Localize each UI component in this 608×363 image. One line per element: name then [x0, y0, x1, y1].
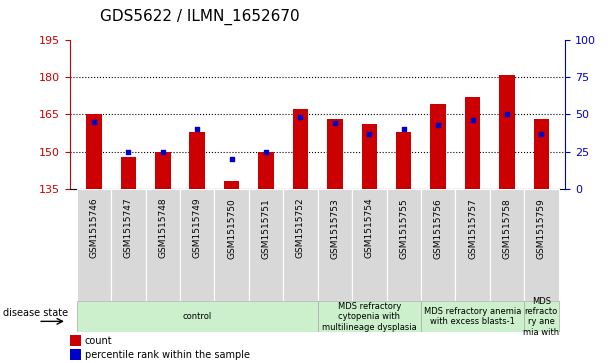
FancyBboxPatch shape: [318, 301, 421, 332]
Point: [89, 119, 99, 125]
Text: GSM1515750: GSM1515750: [227, 198, 236, 258]
Text: GSM1515755: GSM1515755: [399, 198, 408, 258]
Text: GSM1515748: GSM1515748: [158, 198, 167, 258]
Bar: [86, 114, 102, 189]
FancyBboxPatch shape: [421, 301, 524, 332]
Bar: [70, 349, 80, 360]
Text: percentile rank within the sample: percentile rank within the sample: [85, 350, 250, 360]
Bar: [327, 119, 343, 189]
Text: GSM1515752: GSM1515752: [296, 198, 305, 258]
Point: [295, 114, 305, 120]
Point: [434, 122, 443, 128]
FancyBboxPatch shape: [283, 189, 318, 301]
Bar: [224, 182, 240, 189]
Text: count: count: [85, 336, 112, 346]
Text: MDS refractory anemia
with excess blasts-1: MDS refractory anemia with excess blasts…: [424, 307, 521, 326]
Bar: [396, 132, 412, 189]
Text: GDS5622 / ILMN_1652670: GDS5622 / ILMN_1652670: [100, 9, 300, 25]
Text: GSM1515759: GSM1515759: [537, 198, 546, 258]
FancyBboxPatch shape: [111, 189, 146, 301]
Text: GSM1515747: GSM1515747: [124, 198, 133, 258]
Text: GSM1515749: GSM1515749: [193, 198, 202, 258]
Text: GSM1515756: GSM1515756: [434, 198, 443, 258]
Bar: [70, 335, 80, 346]
Point: [158, 149, 168, 155]
Point: [123, 149, 133, 155]
FancyBboxPatch shape: [524, 189, 559, 301]
Text: GSM1515754: GSM1515754: [365, 198, 374, 258]
Text: MDS refractory
cytopenia with
multilineage dysplasia: MDS refractory cytopenia with multilinea…: [322, 302, 416, 332]
Bar: [430, 105, 446, 189]
Point: [399, 126, 409, 132]
Text: GSM1515758: GSM1515758: [502, 198, 511, 258]
Text: GSM1515753: GSM1515753: [330, 198, 339, 258]
FancyBboxPatch shape: [77, 301, 318, 332]
FancyBboxPatch shape: [489, 189, 524, 301]
Bar: [534, 119, 549, 189]
Point: [261, 149, 271, 155]
Text: MDS
refracto
ry ane
mia with: MDS refracto ry ane mia with: [523, 297, 559, 337]
Point: [502, 111, 512, 117]
FancyBboxPatch shape: [77, 189, 111, 301]
FancyBboxPatch shape: [387, 189, 421, 301]
FancyBboxPatch shape: [146, 189, 180, 301]
Text: GSM1515746: GSM1515746: [89, 198, 98, 258]
Bar: [362, 124, 377, 189]
Text: control: control: [182, 312, 212, 321]
Point: [227, 156, 237, 162]
FancyBboxPatch shape: [421, 189, 455, 301]
FancyBboxPatch shape: [318, 189, 352, 301]
Point: [468, 117, 477, 123]
FancyBboxPatch shape: [215, 189, 249, 301]
FancyBboxPatch shape: [455, 189, 489, 301]
Text: GSM1515751: GSM1515751: [261, 198, 271, 258]
Text: GSM1515757: GSM1515757: [468, 198, 477, 258]
Point: [364, 131, 374, 136]
Bar: [120, 156, 136, 189]
FancyBboxPatch shape: [180, 189, 215, 301]
Point: [192, 126, 202, 132]
Bar: [499, 75, 515, 189]
Point: [536, 131, 546, 136]
Bar: [258, 152, 274, 189]
FancyBboxPatch shape: [249, 189, 283, 301]
FancyBboxPatch shape: [524, 301, 559, 332]
Bar: [190, 132, 205, 189]
Text: disease state: disease state: [3, 308, 68, 318]
FancyBboxPatch shape: [352, 189, 387, 301]
Bar: [292, 109, 308, 189]
Point: [330, 121, 340, 126]
Bar: [155, 152, 171, 189]
Bar: [465, 97, 480, 189]
